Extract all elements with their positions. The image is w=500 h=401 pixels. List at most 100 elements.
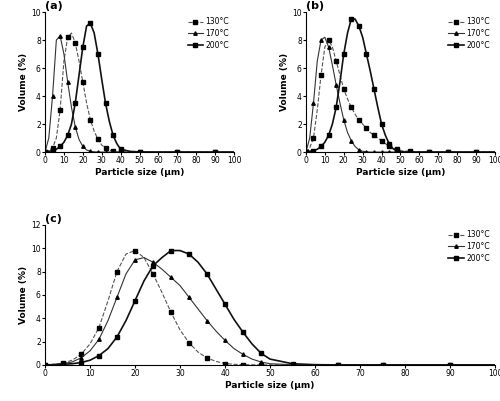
130°C [314,107,320,112]
130°C [380,363,386,367]
Legend: 130°C, 170°C, 200°C: 130°C, 170°C, 200°C [447,16,491,51]
130°C [114,150,120,154]
200°C [156,150,162,154]
200°C [61,140,67,145]
200°C [394,148,400,153]
130°C [195,350,201,354]
170°C [407,150,413,154]
200°C [88,21,94,26]
200°C [123,318,129,323]
200°C [303,150,309,154]
130°C [57,107,63,112]
130°C [402,363,408,367]
170°C [88,149,94,154]
170°C [375,150,381,154]
170°C [102,150,108,154]
200°C [231,150,237,154]
130°C [390,146,396,150]
200°C [322,140,328,145]
200°C [42,363,48,367]
130°C [382,141,388,146]
130°C [110,149,116,154]
170°C [186,295,192,300]
200°C [312,362,318,367]
170°C [114,295,120,300]
130°C [348,105,354,109]
Line: 200°C: 200°C [304,17,496,154]
170°C [105,318,111,323]
170°C [364,150,370,154]
170°C [473,150,479,154]
170°C [69,360,75,365]
130°C [360,122,366,126]
130°C [69,358,75,363]
130°C [378,138,384,143]
200°C [127,149,133,154]
130°C [352,112,358,117]
200°C [194,150,200,154]
130°C [416,150,422,154]
170°C [91,150,97,154]
Line: 130°C: 130°C [44,249,496,367]
200°C [177,248,183,253]
170°C [318,38,324,43]
130°C [337,73,343,77]
200°C [240,330,246,335]
200°C [222,302,228,307]
130°C [159,290,165,295]
130°C [186,340,192,345]
130°C [436,150,442,154]
170°C [156,150,162,154]
130°C [194,150,200,154]
170°C [46,136,52,140]
130°C [50,146,56,150]
170°C [267,361,273,366]
130°C [60,361,66,366]
170°C [340,117,346,122]
130°C [88,117,94,122]
200°C [54,147,60,152]
Line: 200°C: 200°C [44,249,496,367]
130°C [141,255,147,260]
130°C [340,87,346,91]
170°C [177,283,183,288]
130°C [394,147,400,152]
200°C [348,16,354,21]
200°C [69,361,75,366]
170°C [492,150,498,154]
170°C [398,150,404,154]
170°C [436,150,442,154]
200°C [78,360,84,365]
200°C [357,363,363,367]
130°C [367,130,373,135]
130°C [326,38,332,43]
130°C [310,136,316,140]
170°C [344,130,350,135]
130°C [91,129,97,134]
170°C [492,363,498,367]
130°C [127,150,133,154]
200°C [380,363,386,367]
200°C [454,150,460,154]
170°C [54,38,60,43]
200°C [371,87,377,91]
130°C [213,359,219,364]
170°C [402,363,408,367]
170°C [380,363,386,367]
170°C [240,352,246,357]
130°C [334,363,340,367]
200°C [416,150,422,154]
130°C [118,150,124,154]
200°C [102,101,108,105]
130°C [290,363,296,367]
170°C [337,101,343,105]
170°C [310,101,316,105]
170°C [212,150,218,154]
170°C [356,148,362,152]
200°C [195,260,201,265]
130°C [106,148,112,152]
200°C [150,263,156,268]
200°C [231,317,237,322]
130°C [51,362,57,367]
130°C [204,356,210,360]
